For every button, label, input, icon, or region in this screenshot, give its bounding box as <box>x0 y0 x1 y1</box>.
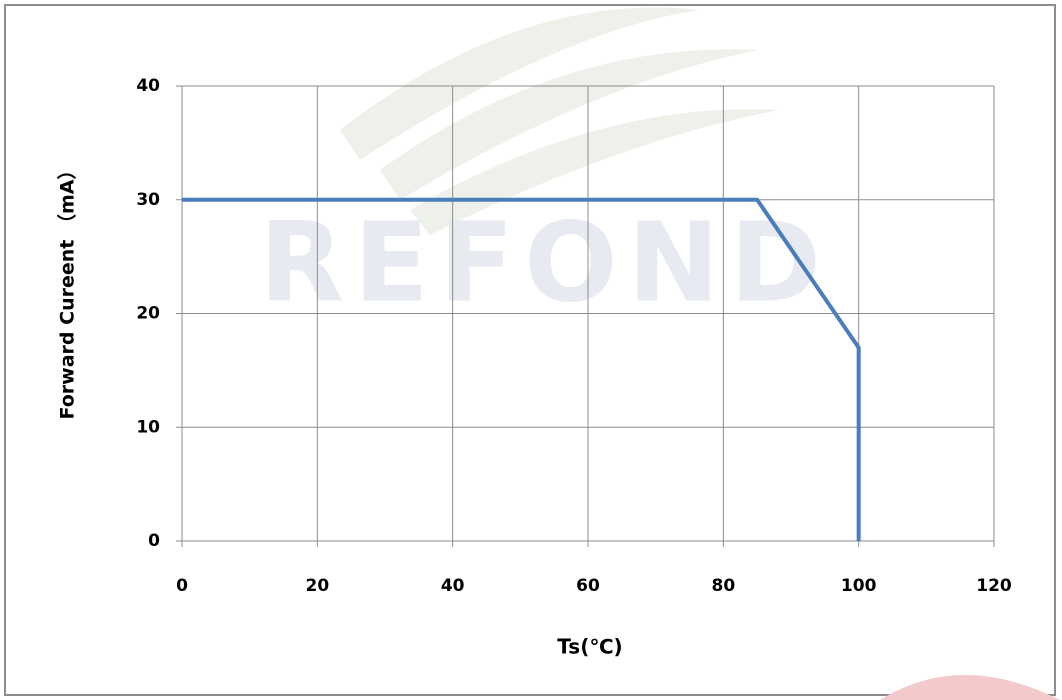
y-tick-label: 0 <box>148 531 160 551</box>
x-tick-label: 100 <box>841 576 877 596</box>
x-tick-label: 0 <box>176 576 188 596</box>
y-tick-label: 40 <box>136 76 160 96</box>
watermark-arc <box>880 675 1060 700</box>
watermark-shapes <box>340 7 780 235</box>
y-tick-label: 20 <box>136 304 160 324</box>
data-line <box>182 197 861 541</box>
x-tick-label: 20 <box>305 576 329 596</box>
x-tick-label: 80 <box>711 576 735 596</box>
y-axis-label: Forward Cureent （mA） <box>56 161 79 420</box>
x-tick-label: 60 <box>576 576 600 596</box>
x-axis-label: Ts(℃) <box>557 635 622 659</box>
x-tick-label: 120 <box>976 576 1012 596</box>
y-tick-label: 10 <box>136 417 160 437</box>
x-tick-label: 40 <box>441 576 465 596</box>
watermark: REFOND <box>259 198 831 326</box>
y-tick-label: 30 <box>136 190 160 210</box>
